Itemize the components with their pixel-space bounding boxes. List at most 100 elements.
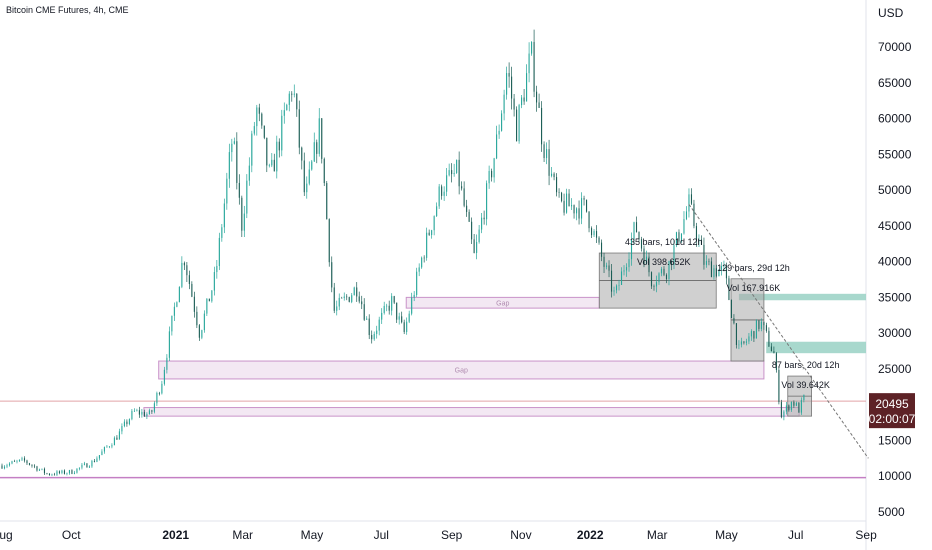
candle-body	[501, 113, 503, 131]
candle	[728, 275, 730, 301]
candle-body	[546, 149, 548, 159]
time-tick-label: May	[715, 528, 738, 542]
candle	[431, 229, 433, 239]
candle	[690, 188, 693, 205]
candle-body	[16, 460, 18, 462]
candle	[203, 310, 205, 333]
candle	[273, 153, 275, 172]
candle-body	[588, 211, 590, 229]
candle-body	[23, 458, 26, 461]
candle-body	[635, 222, 638, 232]
candle-body	[181, 262, 183, 287]
candle-body	[713, 268, 715, 278]
candle	[588, 211, 590, 233]
candle-body	[328, 219, 330, 263]
candle	[650, 271, 653, 289]
candle-body	[708, 261, 710, 262]
candle	[793, 400, 795, 408]
candle-body	[276, 141, 278, 172]
candle	[188, 270, 190, 290]
candle-body	[306, 183, 308, 193]
candle	[396, 302, 398, 323]
candle-body	[703, 244, 705, 265]
candle-body	[433, 216, 435, 231]
candle-body	[313, 142, 315, 162]
candle-body	[308, 169, 310, 184]
candle-body	[3, 466, 6, 469]
candle	[481, 213, 483, 234]
price-tick-label: 35000	[878, 290, 912, 304]
candle	[416, 267, 418, 297]
candle	[753, 330, 755, 343]
price-tick-label: 55000	[878, 147, 912, 161]
candle	[466, 199, 468, 217]
candle	[193, 291, 195, 318]
candle	[86, 462, 88, 468]
candle-body	[38, 469, 41, 471]
candle	[73, 470, 75, 475]
candle	[286, 103, 288, 111]
candle	[598, 236, 600, 245]
candle	[166, 354, 168, 374]
time-tick-label: Sep	[855, 528, 877, 542]
candle	[261, 112, 263, 129]
candle-body	[153, 403, 155, 412]
candle	[303, 152, 305, 196]
candle	[426, 227, 428, 261]
candle-body	[83, 463, 85, 465]
candle-body	[201, 330, 203, 338]
candle-body	[218, 237, 220, 267]
support-zones	[738, 293, 866, 354]
candle	[770, 343, 772, 352]
candle	[473, 234, 475, 254]
candle-body	[268, 165, 270, 167]
candle-body	[421, 257, 423, 268]
candle	[730, 299, 732, 319]
candle-body	[393, 296, 395, 303]
candle	[723, 260, 725, 272]
candle	[168, 326, 170, 362]
candle	[271, 153, 273, 168]
candle-body	[148, 410, 150, 415]
candle-body	[133, 410, 135, 412]
candle-body	[46, 473, 48, 474]
candle	[116, 435, 118, 440]
candle	[103, 446, 105, 454]
candle-body	[481, 217, 483, 230]
candle-body	[566, 193, 568, 213]
candle-body	[36, 466, 38, 471]
candle	[158, 391, 160, 396]
candle	[376, 325, 378, 339]
candle	[18, 459, 21, 463]
candle	[341, 296, 343, 299]
candle	[453, 163, 455, 177]
candle	[790, 401, 792, 412]
candle-body	[773, 351, 775, 354]
candle	[31, 464, 33, 468]
candle	[388, 300, 390, 315]
candle-body	[471, 221, 473, 240]
candle	[171, 315, 173, 336]
candle	[635, 216, 638, 233]
candle-body	[106, 446, 108, 448]
candle	[398, 312, 400, 325]
candle	[433, 215, 435, 236]
candle	[371, 330, 373, 344]
candle-body	[548, 149, 550, 176]
candle-body	[246, 180, 248, 214]
candle	[743, 341, 745, 345]
candle	[173, 302, 175, 321]
candle	[91, 459, 93, 468]
candle-body	[466, 205, 468, 212]
candle-body	[458, 159, 460, 187]
candle-body	[491, 170, 493, 178]
candle-body	[101, 451, 103, 456]
support-zone	[766, 341, 866, 354]
candle	[186, 262, 188, 282]
candle	[363, 298, 365, 321]
candle-body	[528, 53, 530, 74]
candle	[1, 463, 3, 469]
candle	[683, 211, 685, 235]
candle	[463, 181, 465, 208]
